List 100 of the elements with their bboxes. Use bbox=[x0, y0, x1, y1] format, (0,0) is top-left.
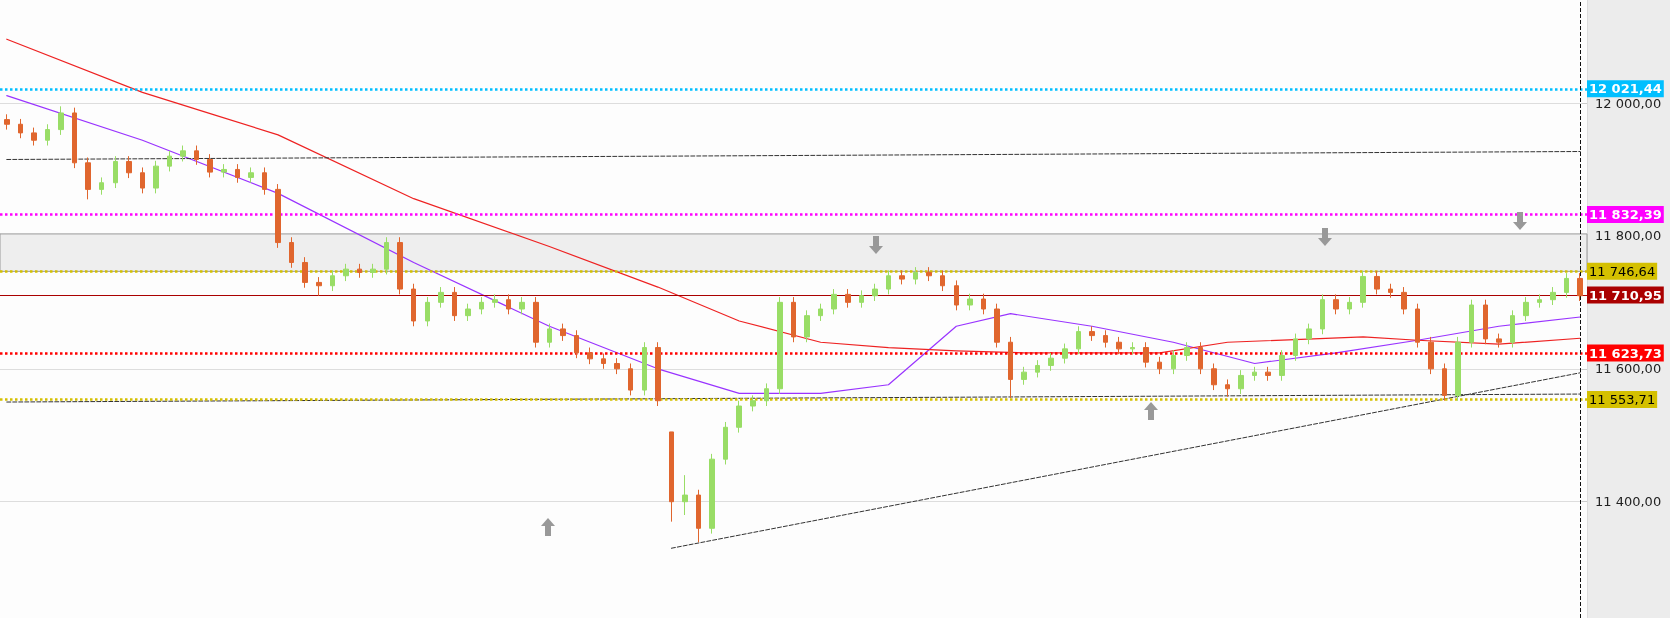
candlestick bbox=[411, 283, 416, 327]
candlestick bbox=[994, 303, 1000, 349]
candlestick bbox=[614, 357, 620, 375]
candlestick bbox=[1523, 296, 1529, 322]
candlestick bbox=[655, 341, 661, 407]
candlestick bbox=[899, 269, 905, 285]
candlestick bbox=[804, 309, 810, 343]
candlestick bbox=[1184, 341, 1190, 362]
candlestick bbox=[72, 107, 77, 169]
candlestick bbox=[954, 279, 959, 311]
candlestick bbox=[750, 394, 756, 412]
candlestick bbox=[235, 163, 240, 184]
candlestick bbox=[1564, 272, 1569, 299]
candlestick bbox=[397, 236, 403, 295]
candlestick bbox=[628, 362, 633, 396]
candlestick bbox=[1347, 296, 1352, 315]
candlestick bbox=[275, 183, 281, 249]
candlestick bbox=[1483, 299, 1488, 345]
candlestick bbox=[818, 303, 823, 322]
ref-line-label: 11 553,71 bbox=[1589, 392, 1656, 408]
candlestick bbox=[1116, 336, 1122, 355]
ref-line-label: 12 021,44 bbox=[1589, 81, 1662, 97]
y-tick-label: 12 000,00 bbox=[1595, 95, 1662, 111]
candlestick bbox=[465, 303, 471, 322]
candlestick bbox=[85, 156, 91, 200]
candlestick bbox=[886, 269, 891, 295]
candlestick bbox=[1252, 366, 1257, 382]
candlestick bbox=[357, 263, 362, 279]
candlestick bbox=[289, 236, 294, 269]
candlestick bbox=[425, 296, 430, 327]
candlestick bbox=[1103, 329, 1108, 349]
candlestick bbox=[1374, 270, 1380, 295]
candlestick bbox=[1021, 366, 1027, 386]
candlestick bbox=[1333, 293, 1339, 315]
candlestick bbox=[791, 296, 796, 343]
candlestick bbox=[519, 296, 525, 315]
candlestick bbox=[547, 323, 552, 349]
candlestick bbox=[1171, 349, 1176, 375]
candlestick bbox=[1062, 343, 1068, 364]
candlestick bbox=[1577, 272, 1583, 302]
y-tick-label: 11 400,00 bbox=[1595, 494, 1662, 510]
candlestick bbox=[1265, 366, 1271, 382]
y-tick-label: 11 800,00 bbox=[1595, 228, 1662, 244]
candlestick bbox=[642, 341, 647, 396]
candlestick bbox=[370, 263, 376, 279]
candlestick bbox=[262, 166, 267, 196]
candlestick bbox=[167, 150, 172, 172]
candlestick bbox=[669, 431, 674, 523]
candlestick bbox=[845, 288, 851, 309]
ref-line-label: 11 623,73 bbox=[1589, 345, 1662, 361]
candlestick bbox=[587, 347, 593, 365]
candlestick bbox=[1008, 336, 1013, 399]
candlestick bbox=[682, 474, 688, 516]
candlestick bbox=[4, 113, 10, 131]
candlestick bbox=[1238, 369, 1244, 395]
candlestick bbox=[343, 263, 349, 282]
candlestick bbox=[709, 453, 715, 535]
candlestick bbox=[696, 489, 701, 543]
candlestick bbox=[872, 283, 878, 302]
candlestick bbox=[1143, 341, 1149, 368]
y-tick-label: 11 600,00 bbox=[1595, 361, 1662, 377]
candlestick bbox=[1455, 336, 1461, 402]
candlestick bbox=[1293, 333, 1298, 362]
candlestick bbox=[207, 153, 213, 178]
candlestick bbox=[506, 293, 511, 315]
candlestick bbox=[248, 166, 254, 184]
line-series bbox=[6, 38, 1581, 354]
candlestick bbox=[58, 105, 64, 136]
candlestick bbox=[221, 163, 227, 178]
candlestick bbox=[194, 145, 199, 166]
candlestick bbox=[574, 329, 579, 359]
candlestick bbox=[913, 266, 918, 285]
candlestick bbox=[18, 118, 23, 139]
candlestick bbox=[533, 296, 539, 349]
candlestick bbox=[31, 127, 37, 147]
candlestick bbox=[601, 353, 606, 370]
candlestick bbox=[981, 293, 986, 315]
candlestick bbox=[926, 266, 932, 282]
candlestick bbox=[560, 323, 566, 342]
candlestick bbox=[452, 286, 457, 322]
ref-line-label: 11 746,64 bbox=[1589, 263, 1656, 279]
candlestick bbox=[140, 166, 145, 194]
candlestick bbox=[1225, 378, 1230, 398]
candlestick bbox=[764, 382, 769, 407]
candlestick bbox=[1401, 286, 1407, 315]
candlestick bbox=[330, 269, 335, 292]
candlestick bbox=[1510, 309, 1515, 349]
candlestick bbox=[1076, 325, 1081, 355]
candlestick bbox=[859, 289, 864, 309]
candlestick bbox=[153, 160, 159, 194]
candlestick bbox=[492, 293, 498, 309]
candlestick bbox=[1035, 359, 1040, 378]
candlestick bbox=[1089, 325, 1095, 342]
candlestick bbox=[1320, 293, 1325, 335]
candlestick bbox=[479, 296, 484, 315]
candlestick bbox=[126, 155, 132, 179]
candlestick bbox=[736, 400, 742, 434]
ref-line-label: 11 832,39 bbox=[1589, 206, 1662, 222]
line-series bbox=[6, 95, 1581, 394]
candlestick bbox=[1306, 323, 1312, 345]
